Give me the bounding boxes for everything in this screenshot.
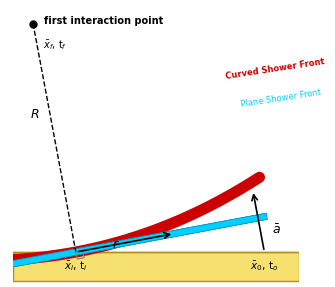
Text: $R$: $R$ [30,108,40,121]
Text: $\bar{x}_i$, t$_i$: $\bar{x}_i$, t$_i$ [64,259,88,273]
Polygon shape [0,213,267,270]
Text: $\bar{x}_0$, t$_o$: $\bar{x}_0$, t$_o$ [250,259,278,273]
Bar [13,252,298,281]
Text: $r$: $r$ [112,238,120,251]
Text: first interaction point: first interaction point [45,16,164,26]
Text: $\bar{a}$: $\bar{a}$ [271,223,280,237]
Text: Plane Shower Front: Plane Shower Front [240,88,322,109]
Polygon shape [0,213,267,270]
Text: Curved Shower Front: Curved Shower Front [224,57,325,81]
Text: $\bar{x}_f$, t$_f$: $\bar{x}_f$, t$_f$ [43,38,67,52]
